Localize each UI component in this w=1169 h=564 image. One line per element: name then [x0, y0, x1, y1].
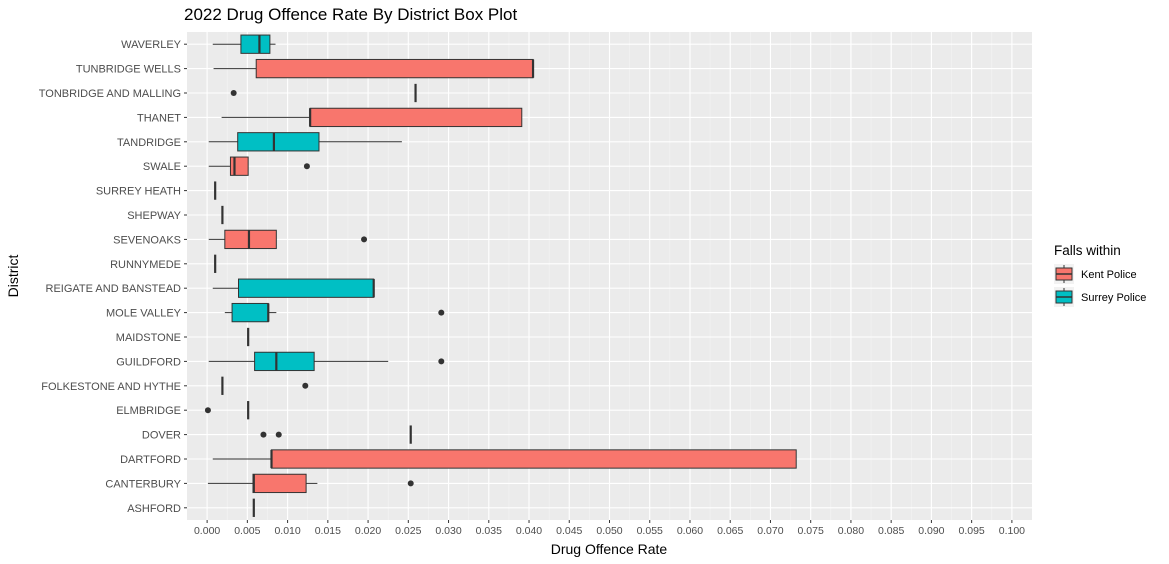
- x-tick-label: 0.025: [395, 525, 421, 537]
- legend-item: Surrey Police: [1054, 287, 1146, 307]
- y-tick-label: SHEPWAY: [127, 210, 181, 222]
- y-tick-label: TANDRIDGE: [117, 137, 181, 149]
- iqr-box: [238, 278, 375, 298]
- x-tick-label: 0.040: [516, 525, 542, 537]
- y-tick-label: CANTERBURY: [105, 478, 181, 490]
- x-tick-label: 0.005: [234, 525, 260, 537]
- x-tick-label: 0.065: [717, 525, 743, 537]
- legend-label: Kent Police: [1081, 269, 1137, 281]
- box-dover: [260, 425, 412, 444]
- iqr-box: [224, 229, 277, 250]
- y-tick-label: GUILDFORD: [116, 356, 181, 368]
- y-tick-label: REIGATE AND BANSTEAD: [46, 283, 182, 295]
- x-tick-label: 0.035: [476, 525, 502, 537]
- box-tandridge: [208, 132, 402, 152]
- x-tick-label: 0.010: [274, 525, 300, 537]
- x-tick-label: 0.075: [798, 525, 824, 537]
- legend-item: Kent Police: [1054, 264, 1137, 284]
- x-axis-ticks: 0.000 0.005 0.010 0.015 0.020 0.025 0.030 0.035…: [194, 520, 1025, 537]
- x-tick-label: 0.050: [596, 525, 622, 537]
- y-axis-ticks: WAVERLEY TUNBRIDGE WELLS TONBRIDGE AND MAL…: [39, 39, 187, 515]
- chart-title: 2022 Drug Offence Rate By District Box P…: [184, 5, 518, 24]
- y-tick-label: THANET: [137, 112, 181, 124]
- outlier-point: [407, 480, 414, 487]
- y-tick-label: FOLKESTONE AND HYTHE: [41, 381, 181, 393]
- iqr-box: [254, 351, 315, 372]
- x-tick-label: 0.020: [355, 525, 381, 537]
- x-tick-label: 0.090: [918, 525, 944, 537]
- box-tonbridge-and-malling: [230, 83, 417, 103]
- iqr-box: [231, 302, 269, 323]
- iqr-box: [271, 449, 797, 469]
- iqr-box: [255, 58, 534, 79]
- outlier-point: [438, 358, 445, 365]
- box-thanet: [221, 107, 523, 128]
- y-tick-label: TONBRIDGE AND MALLING: [39, 88, 181, 100]
- box-dartford: [212, 449, 797, 469]
- y-tick-label: MAIDSTONE: [116, 332, 181, 344]
- y-tick-label: DARTFORD: [120, 454, 181, 466]
- x-tick-label: 0.070: [757, 525, 783, 537]
- box-mole-valley: [224, 302, 445, 323]
- y-tick-label: ELMBRIDGE: [116, 405, 181, 417]
- box-canterbury: [207, 473, 414, 494]
- boxplot-marks: [204, 34, 797, 517]
- iqr-box: [252, 473, 307, 494]
- outlier-point: [230, 90, 237, 96]
- x-tick-label: 0.100: [999, 525, 1025, 537]
- legend-label: Surrey Police: [1081, 292, 1146, 304]
- x-tick-label: 0.080: [838, 525, 864, 537]
- outlier-point: [260, 431, 267, 438]
- box-elmbridge: [204, 401, 250, 420]
- outlier-point: [361, 236, 368, 243]
- legend-title: Falls within: [1054, 243, 1121, 258]
- y-tick-label: ASHFORD: [127, 503, 181, 515]
- iqr-box: [237, 132, 320, 152]
- y-tick-label: RUNNYMEDE: [110, 259, 181, 271]
- y-tick-label: TUNBRIDGE WELLS: [76, 64, 181, 76]
- box-swale: [208, 156, 310, 176]
- x-tick-label: 0.085: [878, 525, 904, 537]
- x-tick-label: 0.095: [959, 525, 985, 537]
- y-axis-title: District: [5, 255, 21, 298]
- y-tick-label: MOLE VALLEY: [106, 308, 182, 320]
- x-tick-label: 0.000: [194, 525, 220, 537]
- y-tick-label: SURREY HEATH: [96, 186, 181, 198]
- legend: Falls within Kent Police Surrey Police: [1054, 243, 1146, 307]
- x-tick-label: 0.045: [556, 525, 582, 537]
- y-tick-label: SEVENOAKS: [113, 234, 181, 246]
- outlier-point: [204, 407, 211, 414]
- iqr-box: [309, 107, 523, 128]
- box-tunbridge-wells: [213, 58, 535, 79]
- outlier-point: [438, 309, 445, 316]
- y-tick-label: WAVERLEY: [121, 39, 182, 51]
- box-guildford: [208, 351, 445, 372]
- box-reigate-and-banstead: [212, 278, 375, 298]
- major-gridlines: [187, 32, 1032, 520]
- outlier-point: [275, 431, 282, 438]
- outlier-point: [302, 382, 309, 389]
- outlier-point: [303, 163, 310, 170]
- x-tick-label: 0.030: [435, 525, 461, 537]
- iqr-box: [229, 156, 249, 176]
- x-tick-label: 0.055: [637, 525, 663, 537]
- box-folkestone-and-hythe: [221, 376, 309, 395]
- iqr-box: [240, 34, 271, 54]
- x-tick-label: 0.060: [677, 525, 703, 537]
- box-sevenoaks: [208, 229, 368, 250]
- x-tick-label: 0.015: [315, 525, 341, 537]
- x-axis-title: Drug Offence Rate: [551, 541, 668, 557]
- y-tick-label: DOVER: [142, 430, 181, 442]
- y-tick-label: SWALE: [143, 161, 181, 173]
- box-waverley: [212, 34, 276, 54]
